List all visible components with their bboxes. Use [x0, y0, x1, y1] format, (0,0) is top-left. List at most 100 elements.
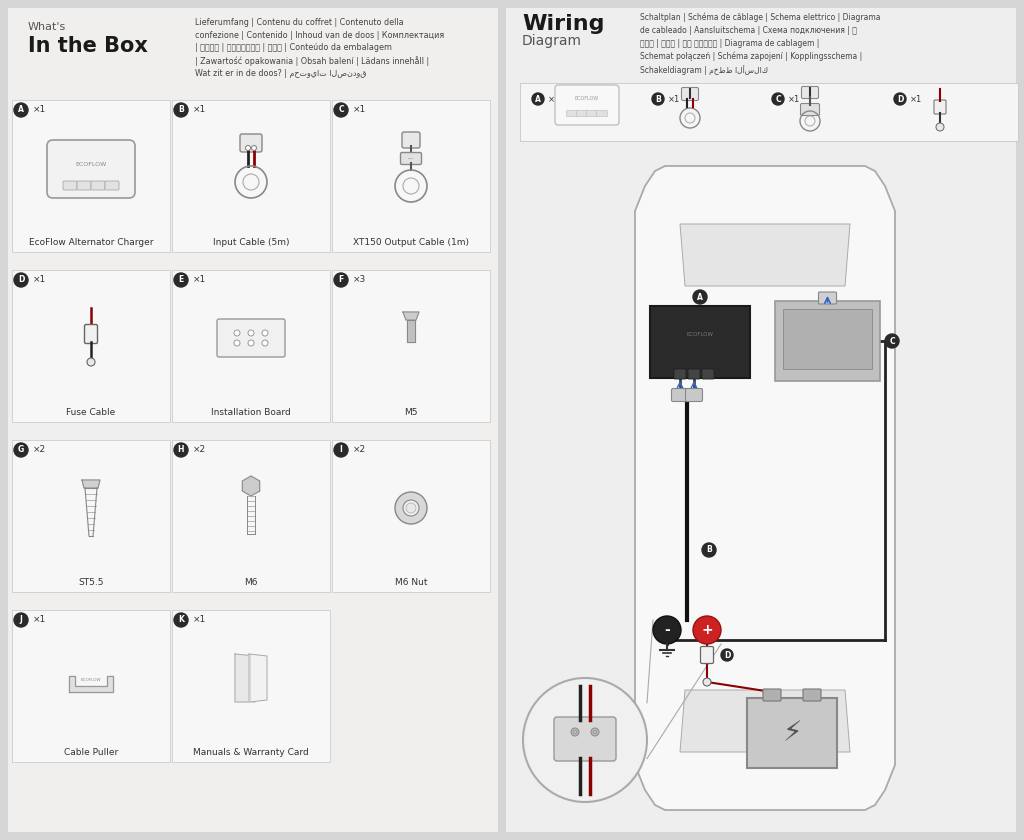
- Circle shape: [174, 273, 188, 287]
- FancyBboxPatch shape: [77, 181, 91, 190]
- Circle shape: [234, 340, 240, 346]
- FancyBboxPatch shape: [650, 306, 750, 378]
- FancyBboxPatch shape: [172, 100, 330, 252]
- Text: D: D: [17, 276, 25, 285]
- Text: ×1: ×1: [33, 106, 46, 114]
- FancyBboxPatch shape: [402, 132, 420, 148]
- Text: Schaltplan | Schéma de câblage | Schema elettrico | Diagrama
de cableado | Aansl: Schaltplan | Schéma de câblage | Schema …: [640, 13, 881, 75]
- Text: H: H: [178, 445, 184, 454]
- Text: B: B: [178, 106, 184, 114]
- Circle shape: [532, 93, 544, 105]
- FancyBboxPatch shape: [105, 181, 119, 190]
- FancyBboxPatch shape: [332, 440, 490, 592]
- FancyBboxPatch shape: [688, 369, 700, 379]
- Circle shape: [693, 616, 721, 644]
- Circle shape: [885, 334, 899, 348]
- FancyBboxPatch shape: [775, 301, 880, 381]
- Text: C: C: [889, 337, 895, 345]
- Text: ×1: ×1: [788, 94, 800, 103]
- FancyBboxPatch shape: [672, 388, 688, 402]
- Text: G: G: [17, 445, 25, 454]
- FancyBboxPatch shape: [12, 100, 170, 252]
- Text: ×1: ×1: [33, 276, 46, 285]
- Text: ×1: ×1: [548, 94, 560, 103]
- Circle shape: [894, 93, 906, 105]
- Text: J: J: [19, 616, 23, 624]
- Circle shape: [248, 330, 254, 336]
- FancyBboxPatch shape: [934, 100, 946, 114]
- Circle shape: [573, 730, 577, 734]
- Circle shape: [174, 613, 188, 627]
- Circle shape: [243, 174, 259, 190]
- FancyBboxPatch shape: [577, 111, 588, 117]
- Circle shape: [805, 116, 815, 126]
- FancyBboxPatch shape: [702, 369, 714, 379]
- Circle shape: [262, 340, 268, 346]
- FancyBboxPatch shape: [91, 181, 105, 190]
- Text: C: C: [775, 94, 781, 103]
- Text: ×3: ×3: [353, 276, 367, 285]
- Text: D: D: [897, 94, 903, 103]
- Circle shape: [591, 728, 599, 736]
- Text: B: B: [707, 545, 712, 554]
- Circle shape: [685, 113, 695, 123]
- Text: D: D: [724, 650, 730, 659]
- Circle shape: [334, 103, 348, 117]
- Circle shape: [334, 443, 348, 457]
- Circle shape: [702, 543, 716, 557]
- Text: XT150 Output Cable (1m): XT150 Output Cable (1m): [353, 238, 469, 247]
- FancyBboxPatch shape: [801, 103, 819, 115]
- Text: B: B: [655, 94, 660, 103]
- Text: Input Cable (5m): Input Cable (5m): [213, 238, 289, 247]
- FancyBboxPatch shape: [332, 270, 490, 422]
- Circle shape: [593, 730, 597, 734]
- FancyBboxPatch shape: [63, 181, 77, 190]
- Text: Diagram: Diagram: [522, 34, 582, 48]
- FancyBboxPatch shape: [12, 270, 170, 422]
- Circle shape: [703, 678, 711, 686]
- Text: ECOFLOW: ECOFLOW: [574, 97, 599, 102]
- Polygon shape: [403, 312, 419, 320]
- FancyBboxPatch shape: [802, 87, 818, 98]
- FancyBboxPatch shape: [674, 369, 686, 379]
- Circle shape: [234, 330, 240, 336]
- FancyBboxPatch shape: [12, 440, 170, 592]
- FancyBboxPatch shape: [12, 610, 170, 762]
- FancyBboxPatch shape: [172, 270, 330, 422]
- Text: M6: M6: [245, 578, 258, 587]
- Text: C: C: [338, 106, 344, 114]
- Text: What's: What's: [28, 22, 67, 32]
- Circle shape: [246, 145, 251, 150]
- Text: ×1: ×1: [668, 94, 680, 103]
- Text: ×1: ×1: [193, 106, 206, 114]
- FancyBboxPatch shape: [554, 717, 616, 761]
- FancyBboxPatch shape: [597, 111, 607, 117]
- Circle shape: [721, 649, 733, 661]
- Text: ×1: ×1: [353, 106, 367, 114]
- Circle shape: [693, 290, 707, 304]
- FancyBboxPatch shape: [332, 100, 490, 252]
- Text: Manuals & Warranty Card: Manuals & Warranty Card: [194, 748, 309, 757]
- Text: -: -: [665, 623, 670, 637]
- FancyBboxPatch shape: [172, 440, 330, 592]
- Polygon shape: [234, 654, 255, 702]
- Text: ×1: ×1: [193, 276, 206, 285]
- FancyBboxPatch shape: [400, 153, 422, 165]
- Polygon shape: [635, 166, 895, 810]
- Text: M5: M5: [404, 408, 418, 417]
- Circle shape: [174, 443, 188, 457]
- Circle shape: [403, 500, 419, 516]
- Text: ×2: ×2: [353, 445, 367, 454]
- Text: F: F: [338, 276, 344, 285]
- Polygon shape: [680, 224, 850, 286]
- Text: EcoFlow Alternator Charger: EcoFlow Alternator Charger: [29, 238, 154, 247]
- Circle shape: [395, 492, 427, 524]
- Text: ⚡: ⚡: [782, 719, 802, 747]
- Text: ---: ---: [408, 156, 414, 161]
- Circle shape: [262, 330, 268, 336]
- FancyBboxPatch shape: [8, 8, 498, 832]
- Circle shape: [248, 340, 254, 346]
- Text: Installation Board: Installation Board: [211, 408, 291, 417]
- FancyBboxPatch shape: [783, 309, 872, 369]
- FancyBboxPatch shape: [763, 689, 781, 701]
